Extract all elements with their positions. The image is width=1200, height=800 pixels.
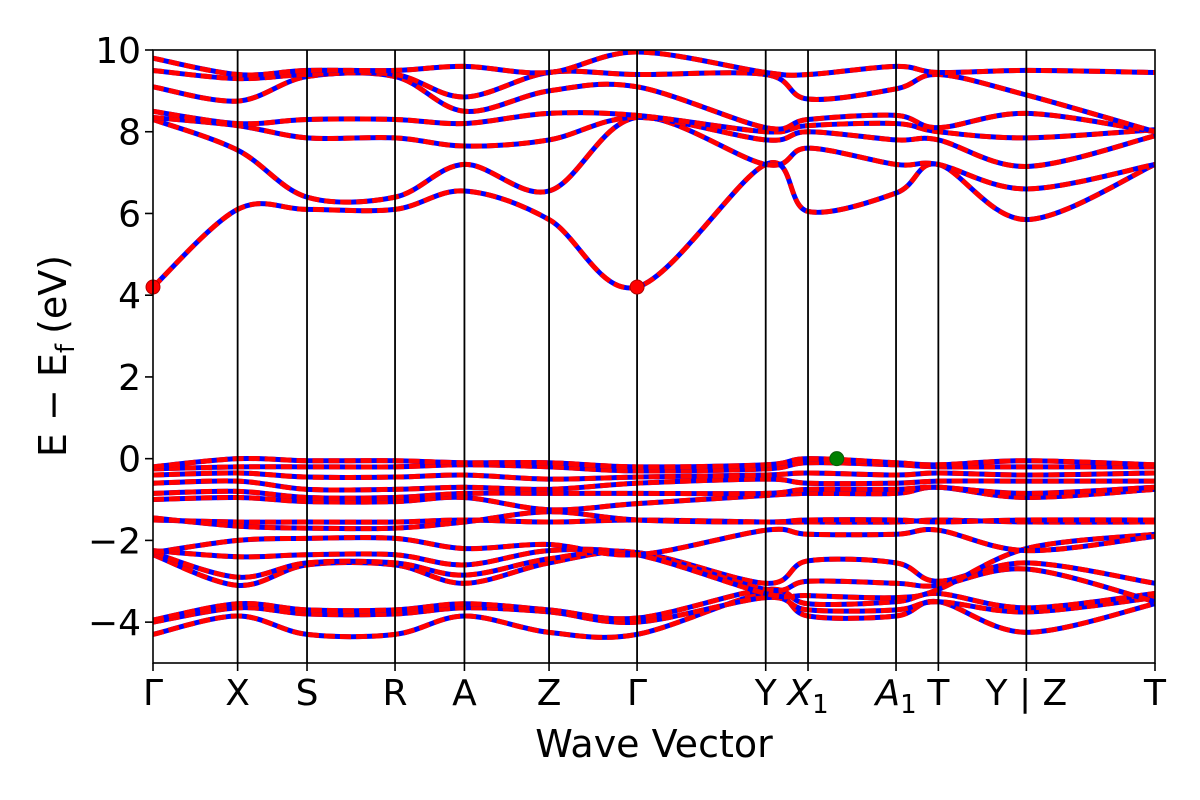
y-tick-label: 6	[118, 194, 141, 235]
high-symmetry-lines	[236, 50, 1028, 663]
x-axis-title: Wave Vector	[535, 722, 773, 766]
cbm-marker-2	[629, 279, 645, 295]
x-tick-label: A1	[873, 673, 916, 720]
x-tick-label: X1	[785, 673, 828, 720]
y-tick-label: −4	[88, 603, 141, 644]
vbm-marker-3	[829, 451, 845, 467]
plot-frame	[152, 49, 1156, 664]
band-16-spin-down	[153, 160, 1155, 291]
x-tick-label: Y	[754, 673, 778, 714]
y-tick-label: 8	[118, 113, 141, 154]
extrema-markers	[145, 279, 845, 467]
y-tick-label: −2	[88, 521, 141, 562]
x-tick-label: T	[926, 673, 950, 714]
y-axis-title-subscript: f	[51, 343, 81, 353]
y-tick-label: 2	[118, 358, 141, 399]
y-tick-label: 10	[95, 31, 141, 72]
x-tick-label: S	[296, 673, 319, 714]
band-3-spin-down	[153, 586, 1155, 623]
y-axis-title: E − Ef (eV)	[31, 255, 81, 457]
y-axis-title-main: E − E	[31, 353, 75, 457]
x-tick-label: Γ	[143, 673, 163, 714]
x-tick-label: T	[1143, 673, 1167, 714]
y-axis-ticks: −4 −2 0 2 4 6 8 10	[88, 31, 153, 644]
x-tick-label: Γ	[627, 673, 647, 714]
band-2-spin-down	[153, 594, 1155, 625]
y-axis-title-unit: (eV)	[31, 255, 75, 334]
y-tick-label: 0	[118, 440, 141, 481]
y-tick-label: 4	[118, 276, 141, 317]
x-tick-label: Z	[537, 673, 562, 714]
x-tick-label: R	[383, 673, 408, 714]
x-tick-label: A	[452, 673, 477, 714]
x-tick-label: X	[225, 673, 250, 714]
x-tick-label: Y | Z	[985, 673, 1068, 714]
